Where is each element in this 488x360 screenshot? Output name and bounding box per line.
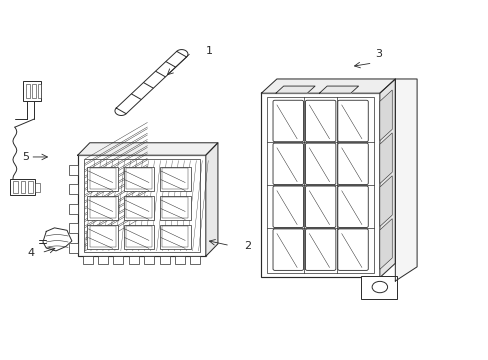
Circle shape [371,282,387,293]
Polygon shape [78,143,218,155]
Bar [128,256,139,264]
Polygon shape [116,51,186,114]
Bar [83,159,200,252]
Bar [69,165,78,175]
Bar [69,184,78,194]
FancyBboxPatch shape [337,186,367,228]
Bar [10,179,35,195]
Bar [162,168,188,189]
Polygon shape [275,86,314,93]
Text: 1: 1 [205,46,212,56]
FancyBboxPatch shape [337,100,367,142]
Bar [22,81,41,101]
Bar [162,197,188,219]
Bar [90,168,116,189]
Bar [123,195,154,220]
Bar [160,225,190,249]
FancyBboxPatch shape [305,229,335,270]
Text: 4: 4 [27,248,34,258]
Polygon shape [115,108,126,116]
Polygon shape [379,79,394,278]
Polygon shape [394,79,416,281]
Bar [123,167,154,191]
Polygon shape [176,50,187,57]
Polygon shape [379,219,391,269]
FancyBboxPatch shape [305,186,335,228]
FancyBboxPatch shape [305,100,335,142]
Polygon shape [43,228,72,251]
FancyBboxPatch shape [272,229,303,270]
Bar [26,84,30,99]
Polygon shape [379,90,391,141]
Bar [69,203,78,214]
Text: 2: 2 [244,240,251,251]
Bar [69,243,78,253]
Bar [69,223,78,233]
Bar [123,225,154,249]
Bar [87,167,118,191]
Bar [126,197,152,219]
FancyBboxPatch shape [337,143,367,185]
Bar [144,256,154,264]
Bar [126,226,152,247]
Bar [360,276,396,299]
Polygon shape [379,176,391,226]
Bar [32,84,36,99]
Bar [175,256,184,264]
Polygon shape [261,79,394,93]
Bar [190,256,200,264]
Polygon shape [78,155,205,256]
Bar [113,256,123,264]
Bar [90,226,116,247]
Bar [87,195,118,220]
Bar [87,225,118,249]
Bar [266,98,373,273]
Polygon shape [205,143,218,256]
Polygon shape [319,86,358,93]
Bar [90,197,116,219]
Text: 3: 3 [374,49,381,59]
Bar [35,183,40,192]
Polygon shape [379,133,391,184]
Bar [160,195,190,220]
Text: 5: 5 [22,152,29,162]
Bar [98,256,108,264]
Bar [159,256,169,264]
Bar [13,181,18,193]
Bar [20,181,25,193]
Bar [28,181,33,193]
Bar [126,168,152,189]
Bar [38,84,41,99]
Bar [160,167,190,191]
Bar [261,93,379,278]
Bar [82,256,92,264]
FancyBboxPatch shape [305,143,335,185]
FancyBboxPatch shape [272,186,303,228]
Bar [162,226,188,247]
FancyBboxPatch shape [272,100,303,142]
FancyBboxPatch shape [337,229,367,270]
FancyBboxPatch shape [272,143,303,185]
